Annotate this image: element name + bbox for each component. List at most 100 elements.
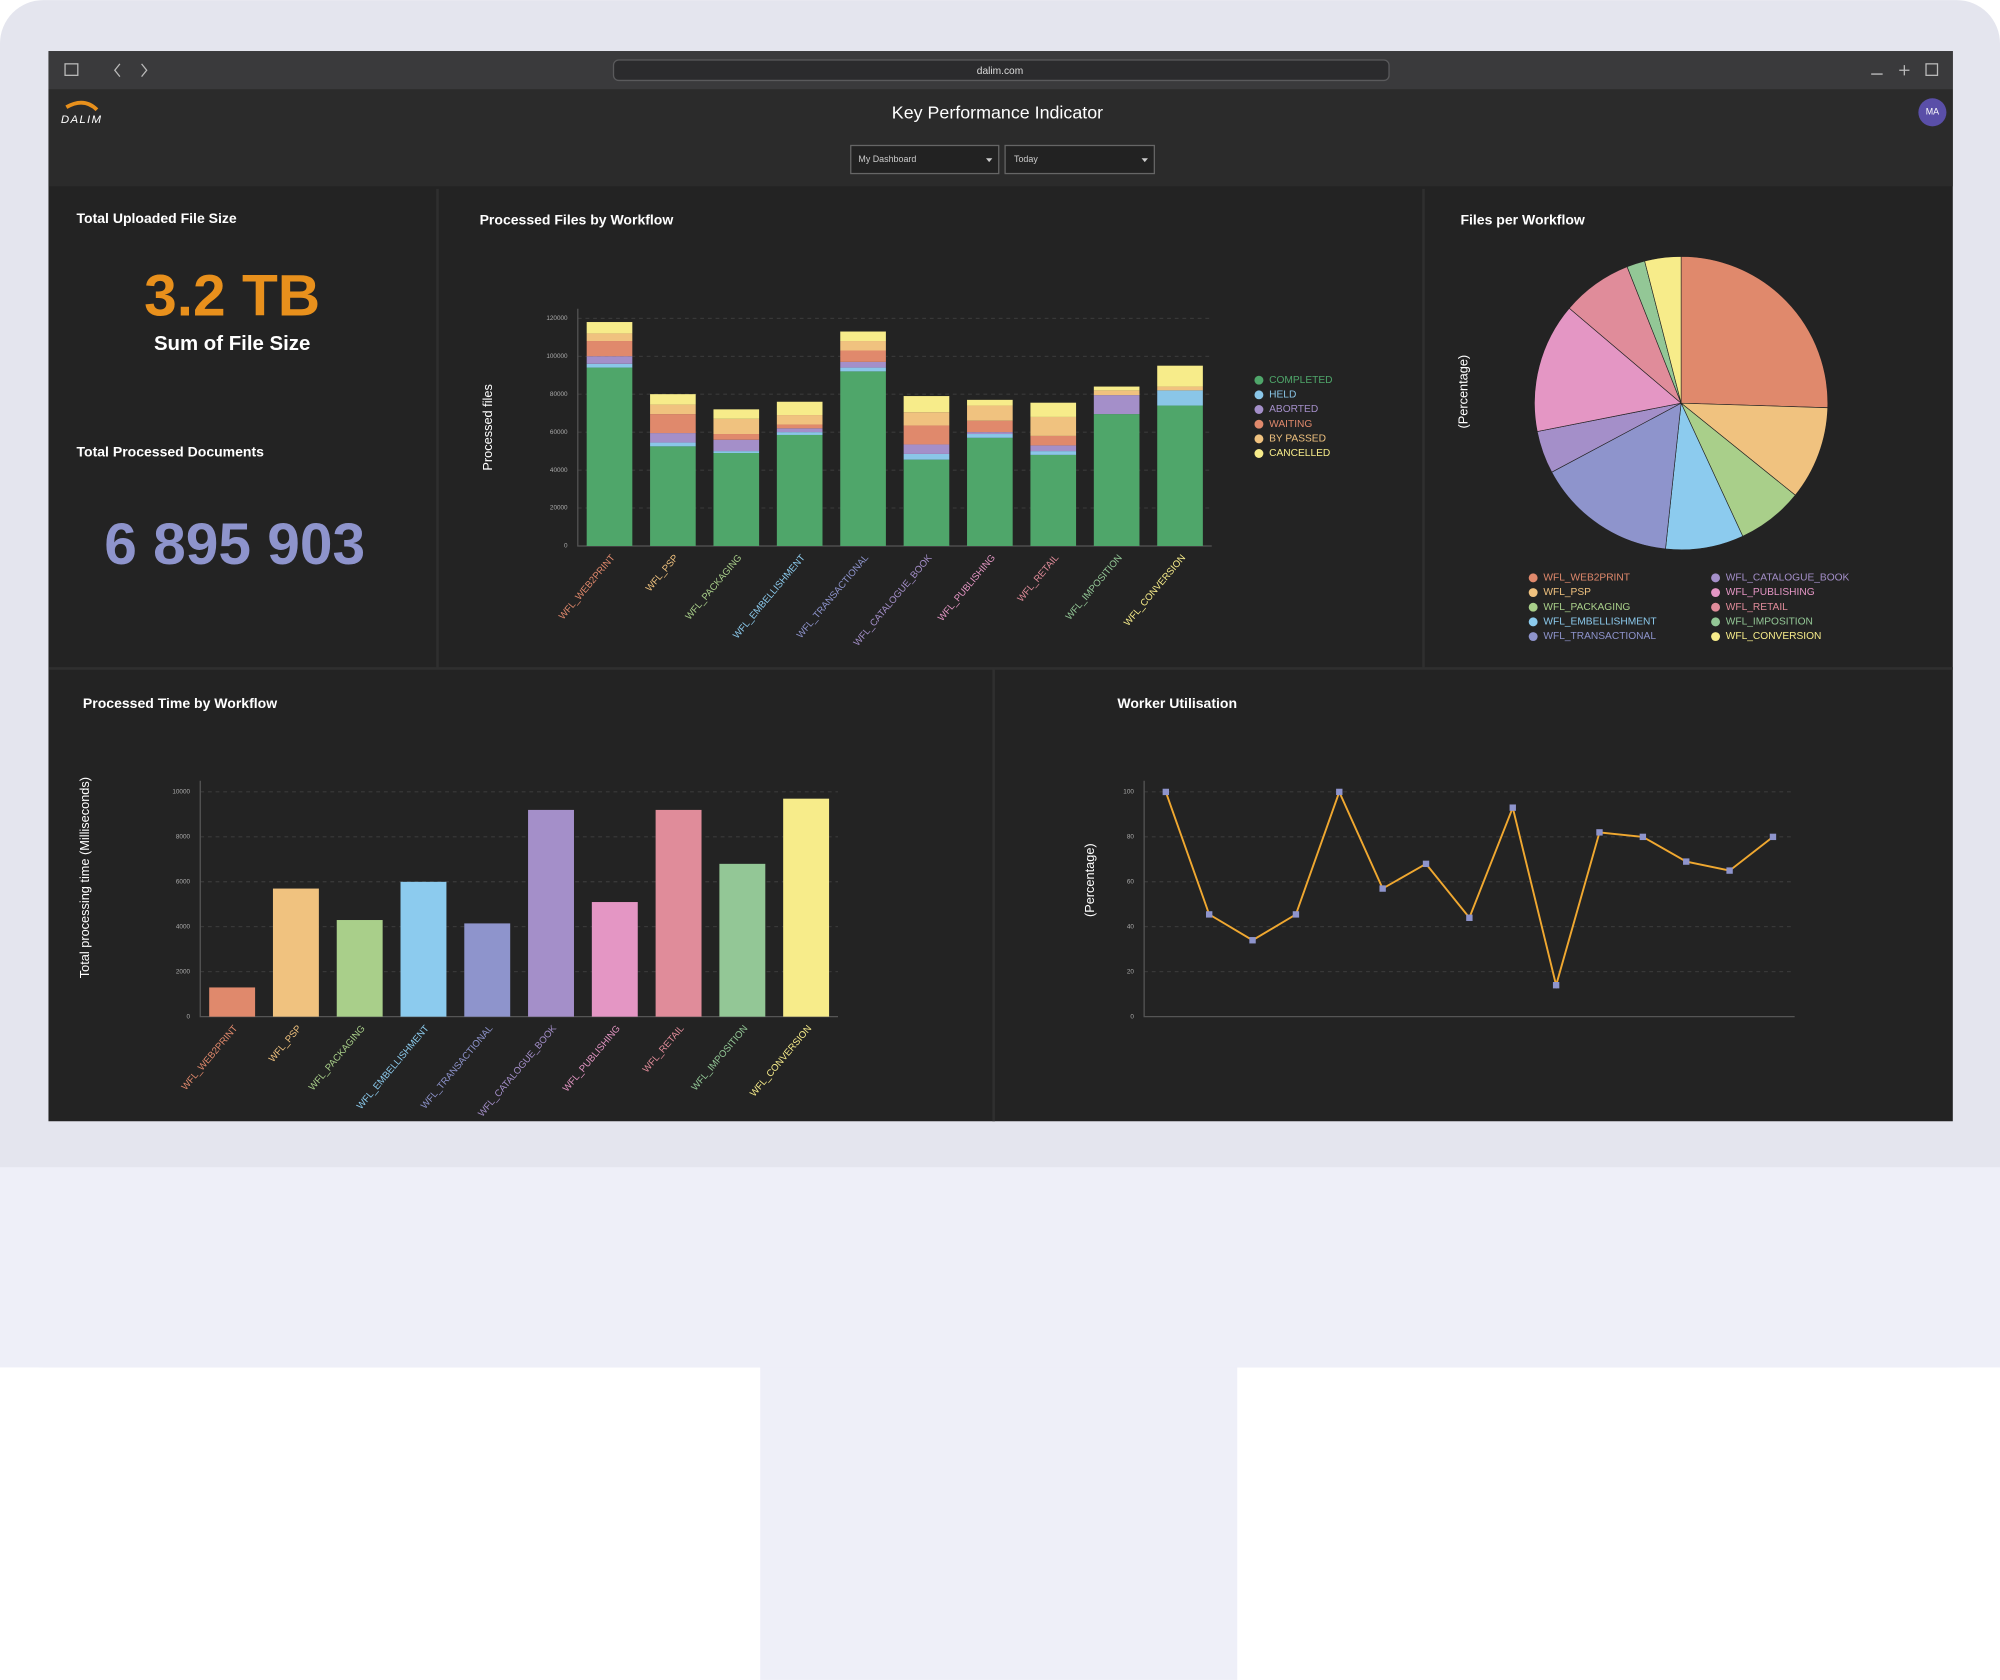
legend-swatch: [1711, 617, 1721, 627]
screen: [48, 51, 1953, 1122]
bar-segment: [650, 404, 696, 415]
point-marker: [1205, 911, 1213, 918]
point-marker: [1379, 885, 1386, 892]
point-marker: [1466, 914, 1473, 921]
bar-segment: [1030, 454, 1077, 546]
point-marker: [1769, 833, 1777, 841]
y-axis-label: Processed files: [480, 384, 495, 470]
kpi-title: Total Processed Documents: [77, 444, 265, 460]
period-select[interactable]: [1004, 144, 1155, 175]
legend-label: WFL_CATALOGUE_BOOK: [1726, 573, 1850, 584]
point-marker: [1292, 911, 1300, 918]
bar: [209, 987, 256, 1017]
browser-actions[interactable]: [1871, 65, 1910, 76]
bar-segment: [1157, 405, 1203, 546]
point-marker: [1726, 867, 1733, 874]
bar-segment: [586, 363, 633, 368]
bar-segment: [1030, 416, 1077, 436]
logo-swoosh: [65, 100, 99, 112]
bar: [719, 863, 766, 1017]
page-title: Key Performance Indicator: [892, 102, 1103, 122]
monitor-stand: [760, 1367, 1238, 1680]
url: dalim.com: [977, 66, 1023, 77]
legend-swatch: [1254, 390, 1264, 400]
avatar-initials: MA: [1926, 107, 1939, 117]
y-tick-label: 100000: [546, 353, 568, 360]
axis-line: [1143, 780, 1795, 1018]
avatar[interactable]: [1918, 98, 1947, 127]
bar-segment: [967, 437, 1013, 546]
bar-segment: [903, 396, 950, 413]
y-tick-label: 20000: [550, 505, 568, 512]
legend-label: WFL_RETAIL: [1726, 602, 1788, 613]
bar-segment: [967, 420, 1013, 433]
y-tick-label: 80000: [550, 391, 568, 398]
y-tick-label: 120000: [546, 315, 568, 322]
point-marker: [1422, 860, 1430, 868]
dropdown-arrow: [985, 158, 993, 163]
y-tick-label: 60000: [550, 429, 568, 436]
panel-dividers: [48, 188, 1953, 1122]
chart-title: Processed Time by Workflow: [83, 695, 277, 711]
point-marker: [1596, 829, 1603, 836]
nav-buttons[interactable]: [113, 63, 148, 78]
bar: [336, 920, 383, 1017]
bar: [464, 923, 511, 1017]
app-header: [48, 89, 1953, 187]
bar-segment: [586, 341, 633, 357]
bar-segment: [1093, 395, 1140, 415]
y-tick-label: 0: [187, 1013, 191, 1020]
bar-segment: [1157, 365, 1203, 387]
legend-label: BY PASSED: [1269, 434, 1326, 445]
dashboard-select[interactable]: [850, 144, 1000, 175]
url-bar[interactable]: [612, 59, 1390, 82]
bar-segment: [903, 453, 950, 460]
y-tick-label: 10000: [172, 789, 190, 796]
bar: [783, 798, 830, 1017]
sidebar-button[interactable]: [64, 63, 79, 76]
bar-segment: [713, 434, 760, 440]
bar-segment: [586, 333, 633, 342]
kpi-value: 3.2 TB: [144, 263, 320, 328]
legend-label: COMPLETED: [1269, 375, 1332, 386]
y-axis-label: (Percentage): [1456, 355, 1471, 429]
pie-slice: [1680, 402, 1829, 496]
bar-segment: [1093, 390, 1140, 396]
pie-slice: [1534, 307, 1682, 432]
bar-segment: [1030, 435, 1077, 446]
bar-segment: [776, 432, 823, 435]
bar-segment: [650, 394, 696, 405]
bar-segment: [1030, 451, 1077, 455]
point-marker: [1336, 788, 1343, 796]
y-tick-label: 40: [1127, 923, 1135, 930]
dashboard-select-label: My Dashboard: [858, 154, 916, 164]
legend-label: WFL_TRANSACTIONAL: [1543, 631, 1656, 642]
legend-label: WFL_WEB2PRINT: [1543, 573, 1630, 584]
bar-segment: [650, 446, 696, 546]
bar-segment: [776, 424, 823, 429]
bar-segment: [1157, 386, 1203, 391]
point-marker: [1639, 833, 1647, 841]
bar-segment: [1030, 402, 1077, 417]
bar-segment: [1030, 445, 1077, 452]
legend-label: WFL_PUBLISHING: [1726, 587, 1815, 598]
kpi-title: Total Uploaded File Size: [77, 210, 237, 226]
legend-swatch: [1528, 588, 1538, 598]
bar-segment: [1093, 386, 1140, 391]
bar: [591, 902, 638, 1017]
bar-segment: [967, 405, 1013, 421]
y-tick-label: 100: [1123, 789, 1134, 796]
bar-segment: [586, 367, 633, 546]
chart-title: Files per Workflow: [1460, 211, 1584, 227]
legend-swatch: [1711, 588, 1721, 598]
legend-swatch: [1711, 573, 1721, 583]
bar-segment: [840, 350, 886, 362]
legend-swatch: [1711, 632, 1721, 642]
tabs-button[interactable]: [1925, 63, 1939, 76]
dropdown-arrow: [1141, 158, 1148, 163]
y-tick-label: 6000: [176, 879, 191, 886]
point-marker: [1552, 982, 1560, 989]
bar-segment: [840, 341, 886, 351]
point-marker: [1162, 788, 1170, 796]
chart-title: Worker Utilisation: [1117, 695, 1237, 711]
